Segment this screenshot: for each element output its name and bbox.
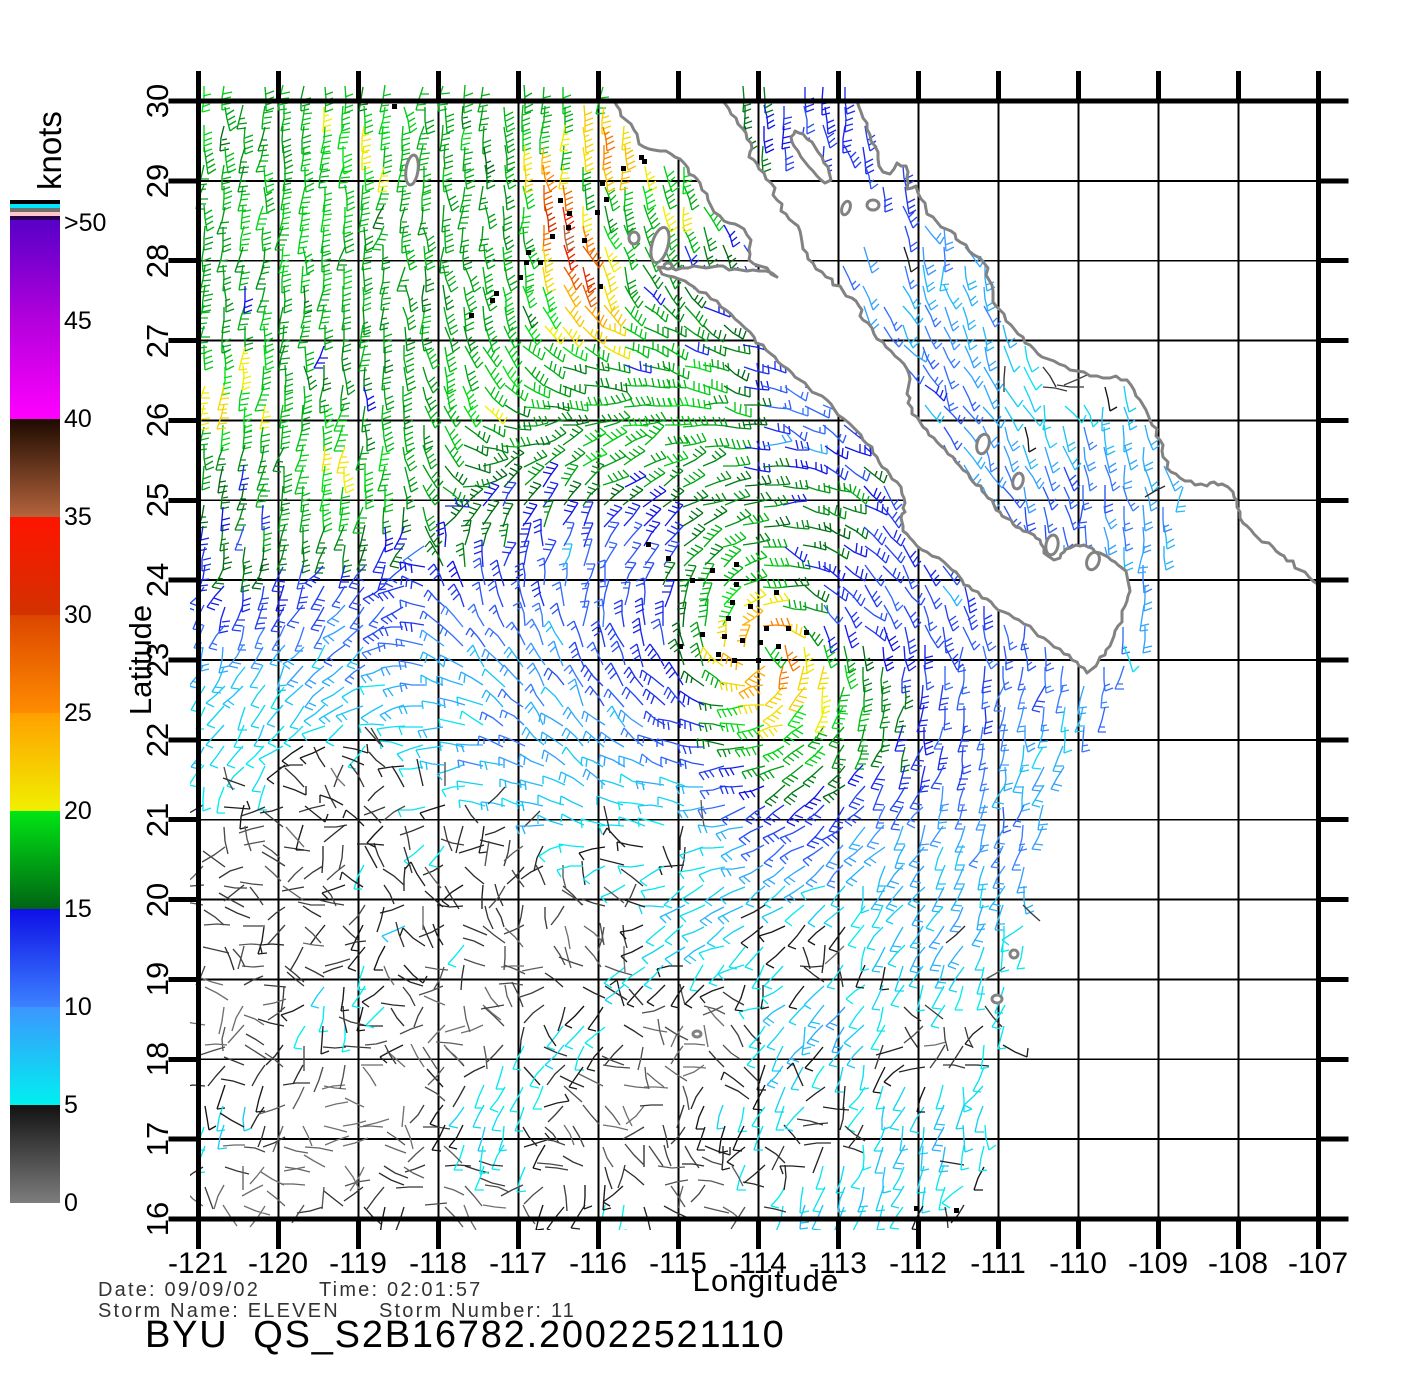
svg-text:-112: -112 <box>889 1247 947 1280</box>
svg-text:18: 18 <box>140 1042 175 1076</box>
svg-text:-113: -113 <box>809 1247 867 1280</box>
svg-text:-114: -114 <box>729 1247 787 1280</box>
svg-text:-108: -108 <box>1208 1247 1268 1280</box>
svg-text:-111: -111 <box>970 1247 1026 1280</box>
svg-text:17: 17 <box>140 1122 175 1156</box>
svg-text:Storm Number: 11: Storm Number: 11 <box>379 1300 576 1322</box>
svg-text:Latitude: Latitude <box>123 605 158 715</box>
svg-text:29: 29 <box>140 164 175 198</box>
svg-text:28: 28 <box>140 244 175 278</box>
svg-text:24: 24 <box>140 563 175 597</box>
svg-text:-121: -121 <box>168 1247 228 1280</box>
svg-text:40: 40 <box>64 405 92 433</box>
svg-text:21: 21 <box>140 803 175 837</box>
svg-text:10: 10 <box>64 993 92 1021</box>
svg-text:19: 19 <box>140 962 175 996</box>
svg-text:20: 20 <box>140 883 175 917</box>
svg-text:30: 30 <box>64 601 92 629</box>
svg-text:26: 26 <box>140 403 175 437</box>
svg-text:-115: -115 <box>649 1247 707 1280</box>
svg-text:27: 27 <box>140 324 175 358</box>
svg-text:45: 45 <box>64 307 92 335</box>
svg-text:30: 30 <box>140 84 175 118</box>
svg-text:5: 5 <box>64 1091 78 1119</box>
svg-text:-117: -117 <box>489 1247 547 1280</box>
svg-text:0: 0 <box>64 1189 78 1217</box>
svg-text:>50: >50 <box>64 209 106 237</box>
svg-text:23: 23 <box>140 643 175 677</box>
svg-text:25: 25 <box>64 699 92 727</box>
svg-text:-119: -119 <box>329 1247 387 1280</box>
svg-text:Storm Name: ELEVEN: Storm Name: ELEVEN <box>98 1300 340 1322</box>
svg-text:22: 22 <box>140 723 175 757</box>
svg-text:15: 15 <box>64 895 92 923</box>
svg-text:-109: -109 <box>1128 1247 1188 1280</box>
svg-text:-110: -110 <box>1049 1247 1107 1280</box>
svg-text:20: 20 <box>64 797 92 825</box>
svg-text:Date: 09/09/02: Date: 09/09/02 <box>98 1279 260 1301</box>
svg-text:25: 25 <box>140 483 175 517</box>
svg-text:BYU QS_S2B16782.20022521110: BYU QS_S2B16782.20022521110 <box>145 1314 786 1356</box>
svg-text:Longitude: Longitude <box>693 1263 840 1298</box>
svg-text:-120: -120 <box>248 1247 308 1280</box>
svg-text:-107: -107 <box>1288 1247 1348 1280</box>
svg-text:-118: -118 <box>409 1247 467 1280</box>
svg-text:Time: 02:01:57: Time: 02:01:57 <box>319 1279 482 1301</box>
svg-text:16: 16 <box>140 1202 175 1236</box>
svg-text:35: 35 <box>64 503 92 531</box>
svg-text:-116: -116 <box>569 1247 627 1280</box>
svg-text:knots: knots <box>31 111 68 190</box>
